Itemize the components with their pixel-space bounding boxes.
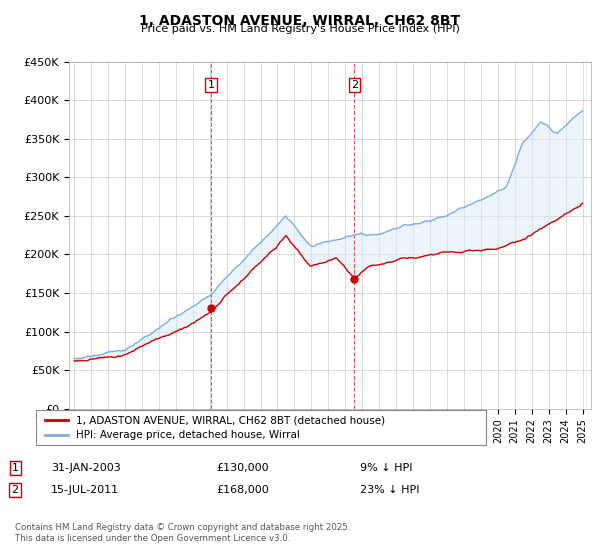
Text: 2: 2 xyxy=(11,485,19,495)
Text: 23% ↓ HPI: 23% ↓ HPI xyxy=(360,485,419,495)
Text: 1, ADASTON AVENUE, WIRRAL, CH62 8BT: 1, ADASTON AVENUE, WIRRAL, CH62 8BT xyxy=(139,14,461,28)
Text: £130,000: £130,000 xyxy=(216,463,269,473)
Text: 15-JUL-2011: 15-JUL-2011 xyxy=(51,485,119,495)
Text: 1, ADASTON AVENUE, WIRRAL, CH62 8BT (detached house): 1, ADASTON AVENUE, WIRRAL, CH62 8BT (det… xyxy=(77,415,386,425)
Text: 9% ↓ HPI: 9% ↓ HPI xyxy=(360,463,413,473)
Text: 1: 1 xyxy=(208,80,215,90)
Text: £168,000: £168,000 xyxy=(216,485,269,495)
Text: 1: 1 xyxy=(11,463,19,473)
Text: Price paid vs. HM Land Registry's House Price Index (HPI): Price paid vs. HM Land Registry's House … xyxy=(140,24,460,34)
Text: 2: 2 xyxy=(351,80,358,90)
Text: HPI: Average price, detached house, Wirral: HPI: Average price, detached house, Wirr… xyxy=(77,431,301,441)
Text: Contains HM Land Registry data © Crown copyright and database right 2025.
This d: Contains HM Land Registry data © Crown c… xyxy=(15,524,350,543)
Text: 31-JAN-2003: 31-JAN-2003 xyxy=(51,463,121,473)
